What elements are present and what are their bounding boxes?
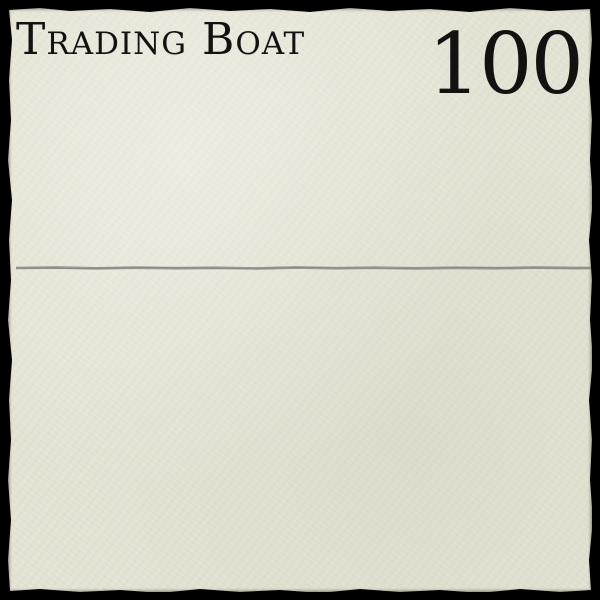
card-text-area bbox=[38, 288, 578, 578]
card-divider bbox=[16, 264, 600, 272]
card-cost: 100 bbox=[427, 15, 584, 113]
card-title: Trading Boat bbox=[16, 14, 306, 65]
